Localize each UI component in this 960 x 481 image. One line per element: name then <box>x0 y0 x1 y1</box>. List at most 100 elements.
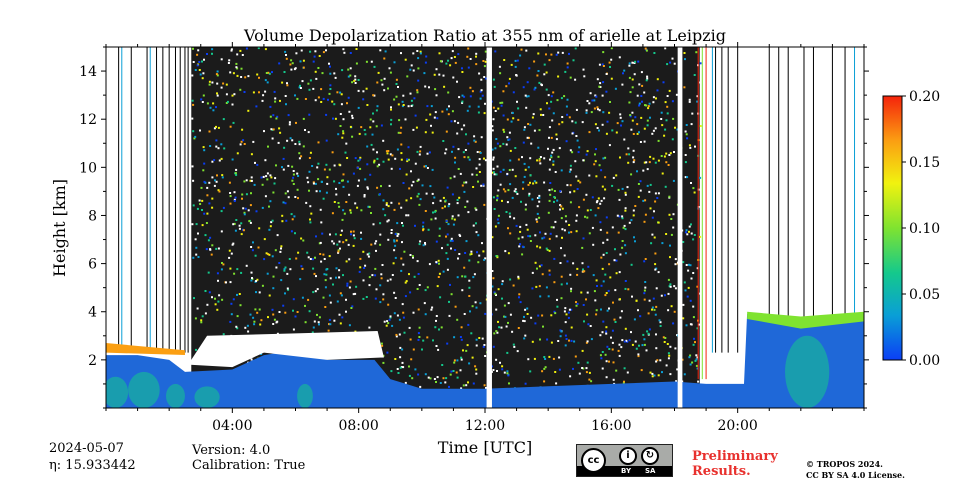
noise-speck <box>540 113 542 116</box>
noise-speck <box>512 117 515 120</box>
noise-speck <box>539 338 541 341</box>
noise-speck <box>560 217 563 220</box>
noise-speck <box>467 211 470 214</box>
noise-speck <box>548 237 551 240</box>
noise-speck <box>422 244 425 247</box>
noise-speck <box>553 190 556 192</box>
noise-speck <box>505 85 508 88</box>
noise-speck <box>495 358 498 361</box>
noise-speck <box>447 205 450 208</box>
noise-speck <box>560 297 563 300</box>
noise-speck <box>664 337 667 339</box>
noise-speck <box>484 77 487 80</box>
noise-speck <box>602 157 605 160</box>
noise-speck <box>382 293 385 296</box>
noise-speck <box>261 284 264 287</box>
noise-speck <box>514 175 517 178</box>
noise-speck <box>608 144 611 147</box>
noise-speck <box>296 188 299 191</box>
noise-speck <box>523 162 526 165</box>
noise-speck <box>299 87 302 89</box>
noise-speck <box>557 51 560 54</box>
noise-speck <box>389 316 392 319</box>
noise-speck <box>373 161 375 164</box>
noise-speck <box>550 95 553 98</box>
noise-speck <box>536 267 538 270</box>
noise-speck <box>493 291 496 294</box>
noise-speck <box>286 139 289 142</box>
noise-speck <box>199 203 202 205</box>
noise-speck <box>604 294 607 297</box>
noise-speck <box>382 160 385 163</box>
noise-speck <box>222 206 225 209</box>
noise-speck <box>393 61 396 64</box>
noise-speck <box>588 371 591 374</box>
noise-speck <box>230 313 233 316</box>
noise-speck <box>192 256 195 259</box>
noise-speck <box>389 153 392 156</box>
noise-speck <box>425 55 428 58</box>
noise-speck <box>496 370 498 372</box>
noise-speck <box>496 197 499 200</box>
noise-speck <box>686 233 689 236</box>
noise-speck <box>308 310 311 313</box>
noise-speck <box>290 59 293 62</box>
noise-speck <box>208 80 211 83</box>
noise-speck <box>612 361 615 364</box>
noise-speck <box>548 107 551 110</box>
preliminary-line-2: Results. <box>692 464 751 479</box>
noise-speck <box>503 371 506 374</box>
noise-speck <box>258 76 260 79</box>
noise-speck <box>662 81 665 84</box>
noise-speck <box>638 102 641 105</box>
noise-speck <box>555 235 558 238</box>
noise-speck <box>388 67 391 70</box>
noise-speck <box>644 258 647 260</box>
noise-speck <box>602 51 605 54</box>
noise-speck <box>696 100 699 103</box>
noise-speck <box>230 48 233 51</box>
noise-speck <box>539 231 541 234</box>
noise-speck <box>285 54 287 56</box>
noise-speck <box>611 348 614 351</box>
noise-speck <box>410 197 413 200</box>
noise-speck <box>602 241 605 244</box>
noise-speck <box>315 190 318 193</box>
noise-speck <box>317 96 320 99</box>
noise-speck <box>369 126 372 129</box>
noise-speck <box>689 299 692 302</box>
noise-speck <box>647 332 650 335</box>
noise-speck <box>339 247 341 250</box>
noise-speck <box>543 73 546 76</box>
noise-speck <box>583 320 585 323</box>
noise-speck <box>447 91 450 94</box>
noise-speck <box>294 315 297 318</box>
noise-speck <box>281 81 284 84</box>
noise-speck <box>404 381 407 384</box>
noise-speck <box>390 118 393 121</box>
cc-logo-icon: cc <box>581 448 606 473</box>
noise-speck <box>244 207 247 210</box>
noise-speck <box>596 285 598 287</box>
noise-speck <box>459 235 462 237</box>
noise-speck <box>544 358 547 360</box>
noise-speck <box>309 151 312 154</box>
noise-speck <box>202 72 205 75</box>
noise-speck <box>357 179 360 182</box>
noise-speck <box>536 159 539 162</box>
noise-speck <box>238 227 241 230</box>
noise-speck <box>272 191 275 194</box>
noise-speck <box>657 139 660 142</box>
noise-speck <box>269 115 272 118</box>
noise-speck <box>585 193 588 196</box>
noise-speck <box>414 114 417 117</box>
noise-speck <box>674 126 676 129</box>
noise-speck <box>456 202 459 205</box>
data-gap <box>677 47 683 408</box>
noise-speck <box>615 174 618 177</box>
noise-speck <box>418 203 421 206</box>
noise-speck <box>576 267 579 270</box>
noise-speck <box>355 62 358 65</box>
noise-speck <box>372 94 375 97</box>
